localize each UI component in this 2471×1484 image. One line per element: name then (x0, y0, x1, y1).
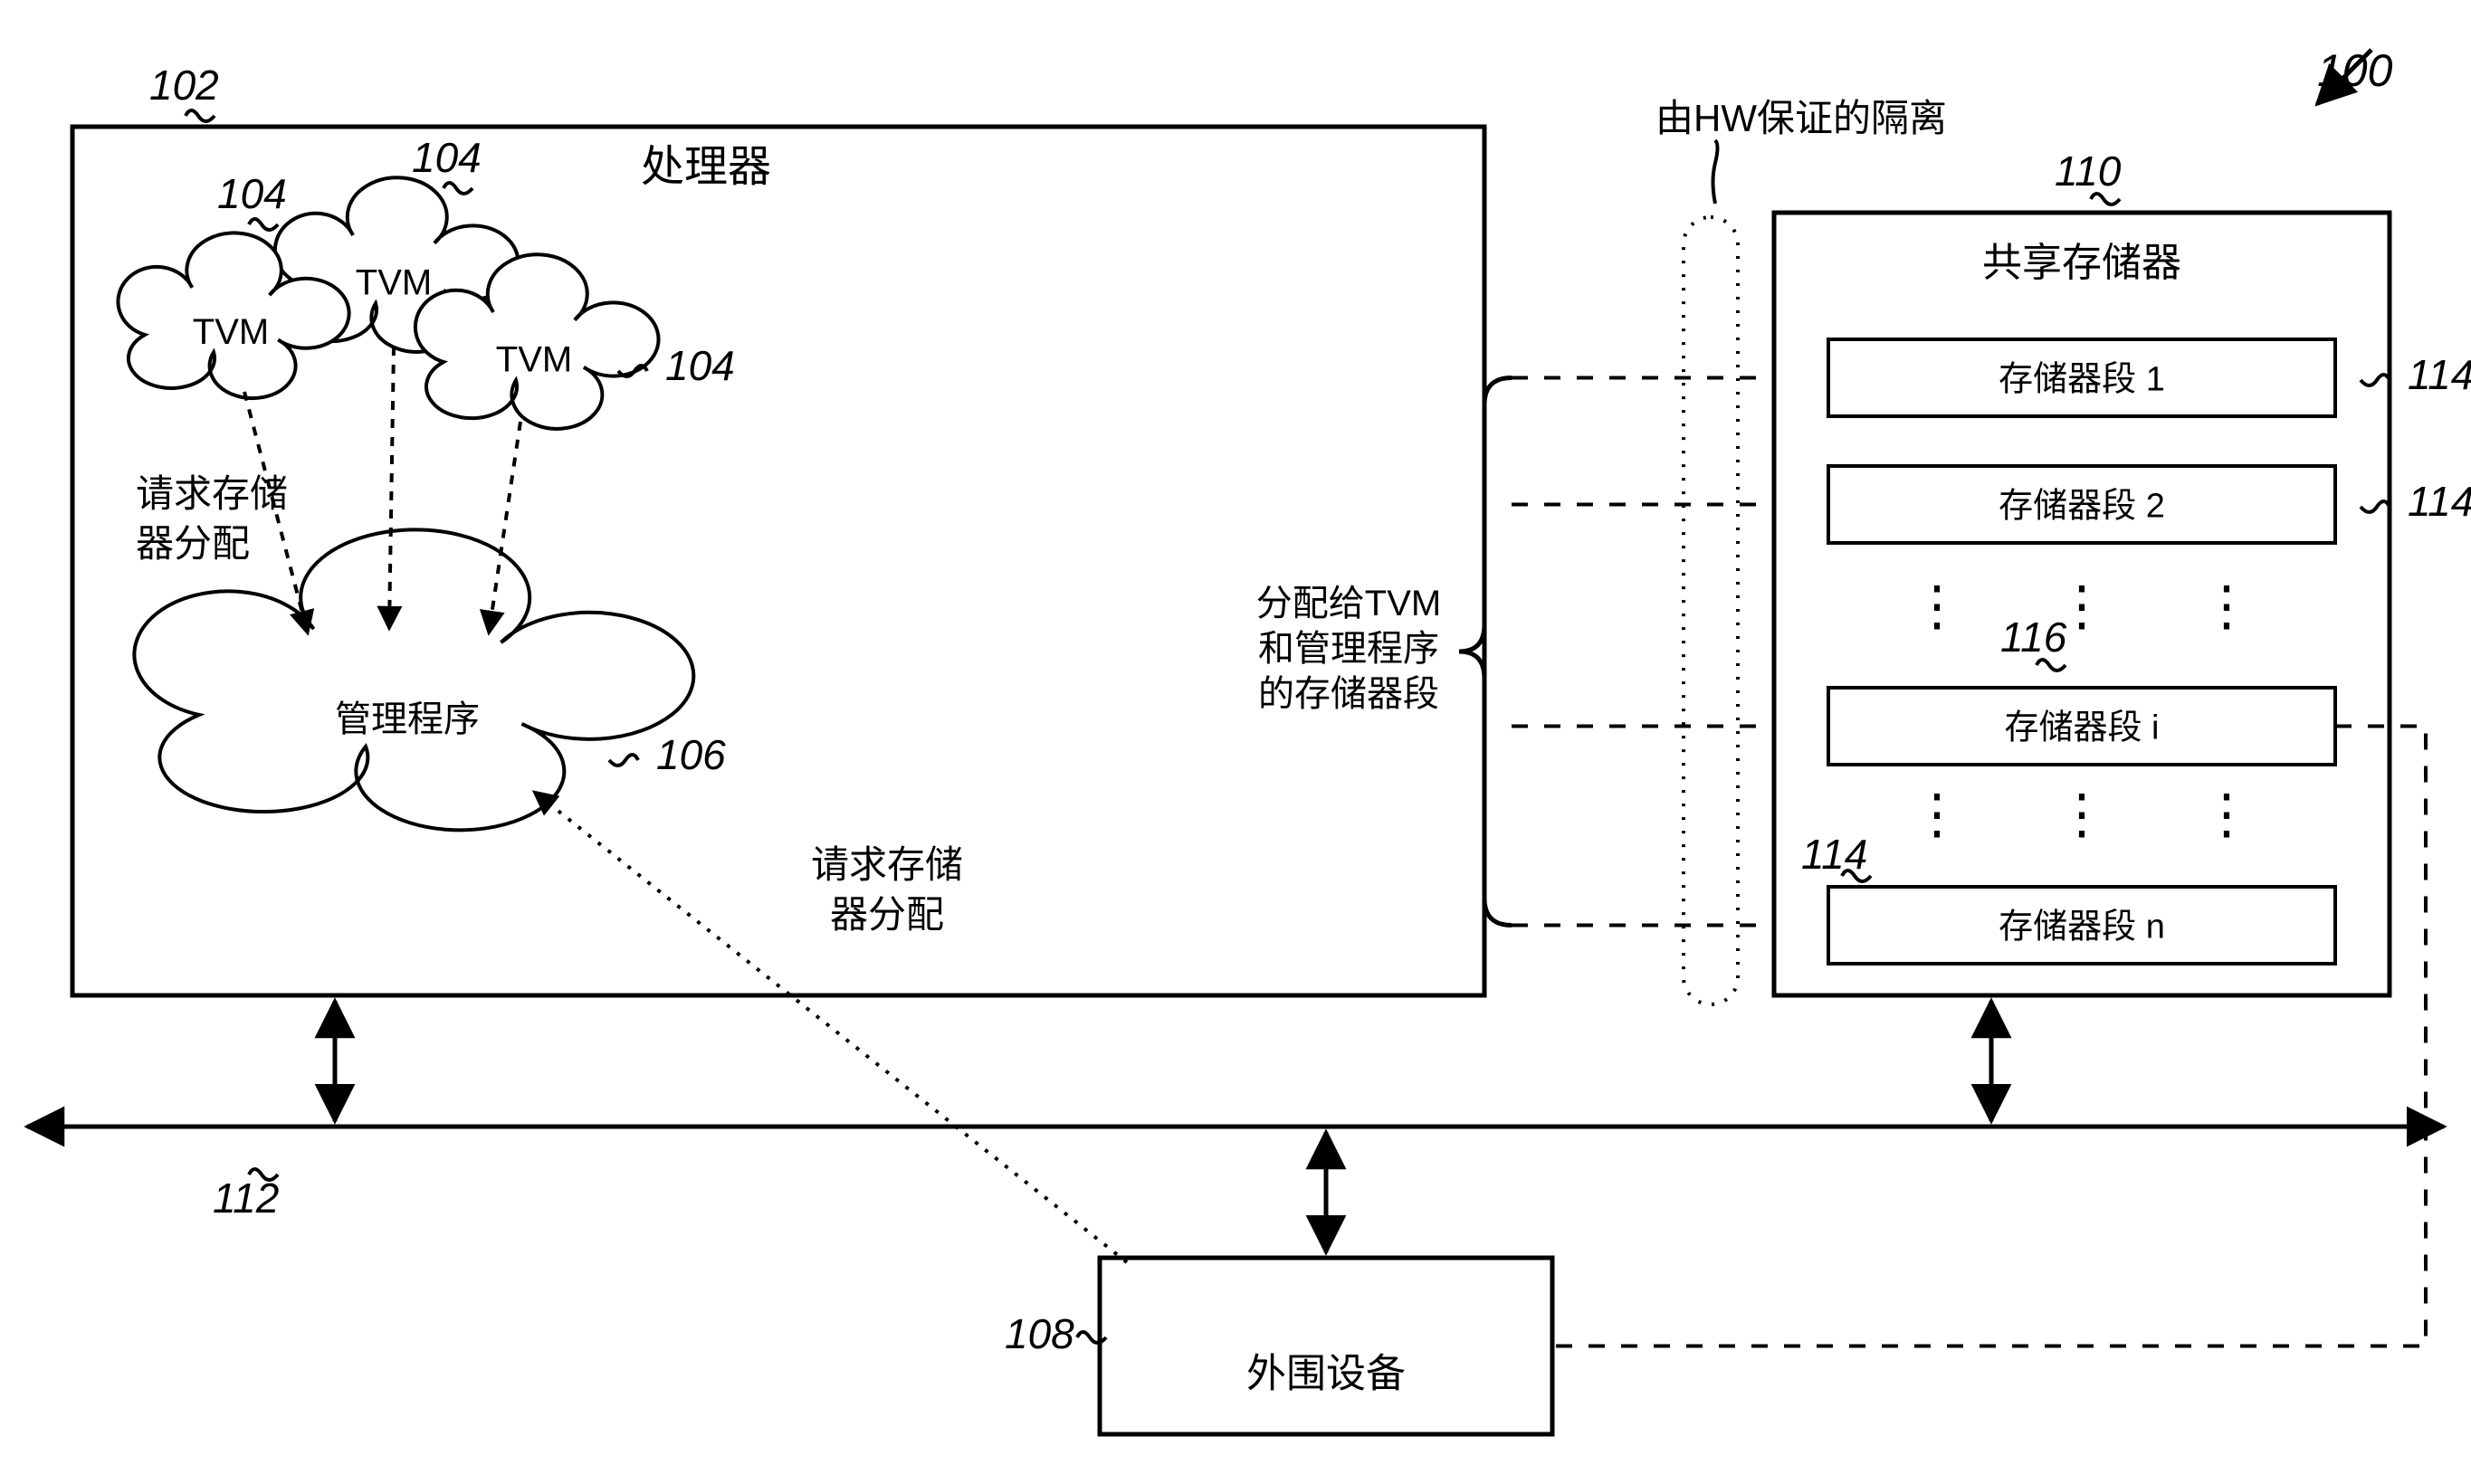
svg-text:分配给TVM: 分配给TVM (1256, 584, 1441, 623)
svg-text:104: 104 (665, 342, 735, 389)
svg-text:⋮: ⋮ (2199, 784, 2254, 844)
svg-text:处理器: 处理器 (641, 143, 771, 191)
svg-text:存储器段 2: 存储器段 2 (1999, 488, 2165, 526)
svg-text:TVM: TVM (193, 312, 269, 352)
peripheral-box (1100, 1258, 1552, 1434)
svg-text:114: 114 (2408, 351, 2471, 398)
svg-text:⋮: ⋮ (1910, 784, 1964, 844)
svg-text:100: 100 (2317, 45, 2393, 96)
svg-text:⋮: ⋮ (2055, 784, 2109, 844)
svg-text:⋮: ⋮ (2199, 576, 2254, 636)
svg-text:TVM: TVM (496, 339, 572, 379)
svg-text:请求存储: 请求存储 (811, 843, 963, 886)
svg-text:108: 108 (1005, 1310, 1074, 1357)
svg-text:存储器段 i: 存储器段 i (2004, 709, 2159, 747)
svg-text:共享存储器: 共享存储器 (1982, 241, 2181, 285)
svg-text:⋮: ⋮ (1910, 576, 1964, 636)
isolation-pill (1684, 217, 1738, 1004)
svg-text:存储器段 1: 存储器段 1 (1999, 361, 2165, 399)
svg-text:102: 102 (149, 62, 219, 109)
svg-text:和管理程序: 和管理程序 (1258, 629, 1439, 669)
svg-text:114: 114 (2408, 478, 2471, 525)
svg-text:104: 104 (217, 170, 287, 217)
svg-text:器分配: 器分配 (136, 522, 250, 565)
svg-text:的存储器段: 的存储器段 (1258, 674, 1439, 714)
svg-text:器分配: 器分配 (830, 893, 944, 936)
svg-text:存储器段 n: 存储器段 n (1999, 908, 2165, 947)
svg-text:116: 116 (2000, 614, 2067, 661)
svg-text:外围设备: 外围设备 (1246, 1352, 1406, 1396)
svg-text:由HW保证的隔离: 由HW保证的隔离 (1655, 97, 1947, 139)
svg-text:114: 114 (1801, 831, 1867, 878)
svg-text:106: 106 (656, 731, 726, 778)
svg-text:请求存储: 请求存储 (136, 472, 288, 515)
hypervisor-cloud (134, 529, 693, 830)
svg-text:104: 104 (412, 134, 482, 181)
svg-text:TVM: TVM (356, 262, 432, 302)
svg-text:管理程序: 管理程序 (335, 699, 480, 739)
svg-text:110: 110 (2055, 147, 2122, 195)
